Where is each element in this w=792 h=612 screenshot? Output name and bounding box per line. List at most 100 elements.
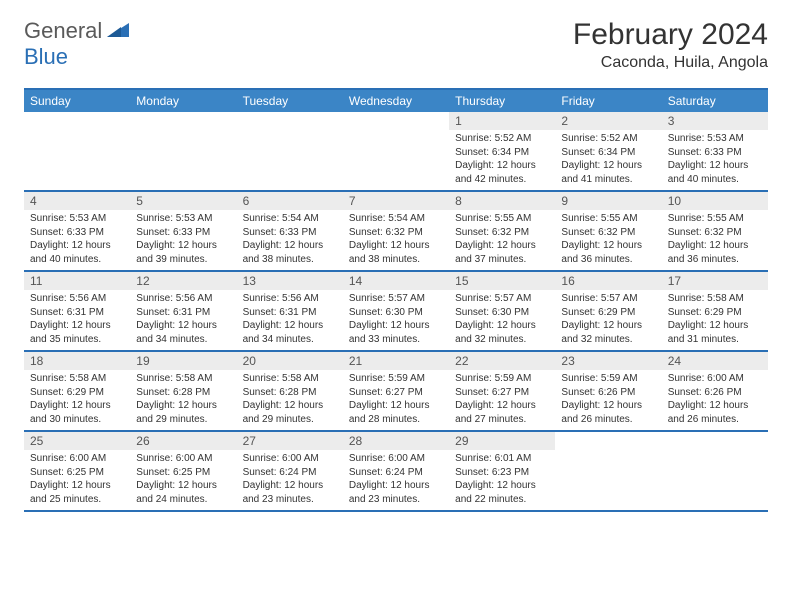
day-cell: 29Sunrise: 6:01 AMSunset: 6:23 PMDayligh… — [449, 432, 555, 510]
sunrise-text: Sunrise: 5:59 AM — [349, 372, 443, 386]
month-title: February 2024 — [573, 18, 768, 52]
day-details: Sunrise: 5:59 AMSunset: 6:26 PMDaylight:… — [555, 370, 661, 430]
sunset-text: Sunset: 6:33 PM — [30, 226, 124, 240]
sunset-text: Sunset: 6:27 PM — [349, 386, 443, 400]
sunrise-text: Sunrise: 5:53 AM — [136, 212, 230, 226]
day-details: Sunrise: 5:52 AMSunset: 6:34 PMDaylight:… — [555, 130, 661, 190]
daylight2-text: and 34 minutes. — [136, 333, 230, 347]
daylight1-text: Daylight: 12 hours — [30, 319, 124, 333]
daylight2-text: and 42 minutes. — [455, 173, 549, 187]
sunset-text: Sunset: 6:32 PM — [455, 226, 549, 240]
day-details: Sunrise: 5:53 AMSunset: 6:33 PMDaylight:… — [130, 210, 236, 270]
sunrise-text: Sunrise: 6:01 AM — [455, 452, 549, 466]
location: Caconda, Huila, Angola — [573, 54, 768, 72]
daylight1-text: Daylight: 12 hours — [30, 399, 124, 413]
sunrise-text: Sunrise: 6:00 AM — [136, 452, 230, 466]
sunset-text: Sunset: 6:32 PM — [349, 226, 443, 240]
week-row: 1Sunrise: 5:52 AMSunset: 6:34 PMDaylight… — [24, 112, 768, 192]
day-details: Sunrise: 6:00 AMSunset: 6:25 PMDaylight:… — [130, 450, 236, 510]
sunset-text: Sunset: 6:34 PM — [455, 146, 549, 160]
daylight2-text: and 40 minutes. — [668, 173, 762, 187]
day-details: Sunrise: 5:55 AMSunset: 6:32 PMDaylight:… — [555, 210, 661, 270]
day-number: 10 — [662, 192, 768, 210]
sunrise-text: Sunrise: 5:55 AM — [561, 212, 655, 226]
daylight2-text: and 30 minutes. — [30, 413, 124, 427]
day-details: Sunrise: 5:58 AMSunset: 6:29 PMDaylight:… — [662, 290, 768, 350]
day-number: 22 — [449, 352, 555, 370]
day-number: 14 — [343, 272, 449, 290]
day-cell: 2Sunrise: 5:52 AMSunset: 6:34 PMDaylight… — [555, 112, 661, 190]
day-details: Sunrise: 5:57 AMSunset: 6:30 PMDaylight:… — [449, 290, 555, 350]
weekday-header: Saturday — [662, 90, 768, 112]
daylight2-text: and 38 minutes. — [243, 253, 337, 267]
day-number — [662, 432, 768, 450]
day-cell: 18Sunrise: 5:58 AMSunset: 6:29 PMDayligh… — [24, 352, 130, 430]
day-number: 6 — [237, 192, 343, 210]
daylight2-text: and 27 minutes. — [455, 413, 549, 427]
day-number — [343, 112, 449, 130]
daylight1-text: Daylight: 12 hours — [668, 239, 762, 253]
day-cell: 1Sunrise: 5:52 AMSunset: 6:34 PMDaylight… — [449, 112, 555, 190]
daylight2-text: and 39 minutes. — [136, 253, 230, 267]
day-number: 18 — [24, 352, 130, 370]
day-cell: 13Sunrise: 5:56 AMSunset: 6:31 PMDayligh… — [237, 272, 343, 350]
day-number: 5 — [130, 192, 236, 210]
day-cell: 14Sunrise: 5:57 AMSunset: 6:30 PMDayligh… — [343, 272, 449, 350]
sunrise-text: Sunrise: 5:58 AM — [668, 292, 762, 306]
day-cell: 15Sunrise: 5:57 AMSunset: 6:30 PMDayligh… — [449, 272, 555, 350]
sunset-text: Sunset: 6:32 PM — [561, 226, 655, 240]
day-details: Sunrise: 5:55 AMSunset: 6:32 PMDaylight:… — [449, 210, 555, 270]
day-number: 11 — [24, 272, 130, 290]
sunset-text: Sunset: 6:24 PM — [243, 466, 337, 480]
sunset-text: Sunset: 6:28 PM — [243, 386, 337, 400]
weekday-header: Monday — [130, 90, 236, 112]
sunrise-text: Sunrise: 5:53 AM — [30, 212, 124, 226]
day-number: 19 — [130, 352, 236, 370]
sunset-text: Sunset: 6:23 PM — [455, 466, 549, 480]
day-number: 2 — [555, 112, 661, 130]
logo: General — [24, 18, 131, 44]
daylight1-text: Daylight: 12 hours — [668, 159, 762, 173]
daylight1-text: Daylight: 12 hours — [455, 319, 549, 333]
sunrise-text: Sunrise: 5:57 AM — [561, 292, 655, 306]
sunset-text: Sunset: 6:28 PM — [136, 386, 230, 400]
day-number: 21 — [343, 352, 449, 370]
logo-triangle-icon — [107, 21, 129, 42]
sunset-text: Sunset: 6:33 PM — [136, 226, 230, 240]
day-number: 27 — [237, 432, 343, 450]
day-cell: 6Sunrise: 5:54 AMSunset: 6:33 PMDaylight… — [237, 192, 343, 270]
day-cell: 12Sunrise: 5:56 AMSunset: 6:31 PMDayligh… — [130, 272, 236, 350]
sunset-text: Sunset: 6:32 PM — [668, 226, 762, 240]
day-cell: 3Sunrise: 5:53 AMSunset: 6:33 PMDaylight… — [662, 112, 768, 190]
sunrise-text: Sunrise: 5:57 AM — [349, 292, 443, 306]
daylight2-text: and 29 minutes. — [243, 413, 337, 427]
day-cell — [662, 432, 768, 510]
logo-text-blue: Blue — [24, 44, 68, 69]
sunset-text: Sunset: 6:25 PM — [136, 466, 230, 480]
day-number: 17 — [662, 272, 768, 290]
day-cell — [130, 112, 236, 190]
day-cell: 11Sunrise: 5:56 AMSunset: 6:31 PMDayligh… — [24, 272, 130, 350]
day-cell: 24Sunrise: 6:00 AMSunset: 6:26 PMDayligh… — [662, 352, 768, 430]
sunrise-text: Sunrise: 5:54 AM — [349, 212, 443, 226]
daylight2-text: and 37 minutes. — [455, 253, 549, 267]
day-number — [237, 112, 343, 130]
day-cell: 21Sunrise: 5:59 AMSunset: 6:27 PMDayligh… — [343, 352, 449, 430]
day-cell: 5Sunrise: 5:53 AMSunset: 6:33 PMDaylight… — [130, 192, 236, 270]
sunrise-text: Sunrise: 5:53 AM — [668, 132, 762, 146]
sunrise-text: Sunrise: 5:57 AM — [455, 292, 549, 306]
daylight2-text: and 23 minutes. — [243, 493, 337, 507]
day-number: 4 — [24, 192, 130, 210]
week-row: 25Sunrise: 6:00 AMSunset: 6:25 PMDayligh… — [24, 432, 768, 512]
day-number: 15 — [449, 272, 555, 290]
day-details: Sunrise: 5:56 AMSunset: 6:31 PMDaylight:… — [130, 290, 236, 350]
sunset-text: Sunset: 6:34 PM — [561, 146, 655, 160]
daylight2-text: and 32 minutes. — [455, 333, 549, 347]
day-number: 9 — [555, 192, 661, 210]
sunrise-text: Sunrise: 5:59 AM — [455, 372, 549, 386]
day-details: Sunrise: 5:58 AMSunset: 6:28 PMDaylight:… — [237, 370, 343, 430]
sunrise-text: Sunrise: 5:52 AM — [455, 132, 549, 146]
daylight2-text: and 26 minutes. — [668, 413, 762, 427]
header: General February 2024 Caconda, Huila, An… — [0, 0, 792, 80]
day-details: Sunrise: 6:00 AMSunset: 6:24 PMDaylight:… — [237, 450, 343, 510]
